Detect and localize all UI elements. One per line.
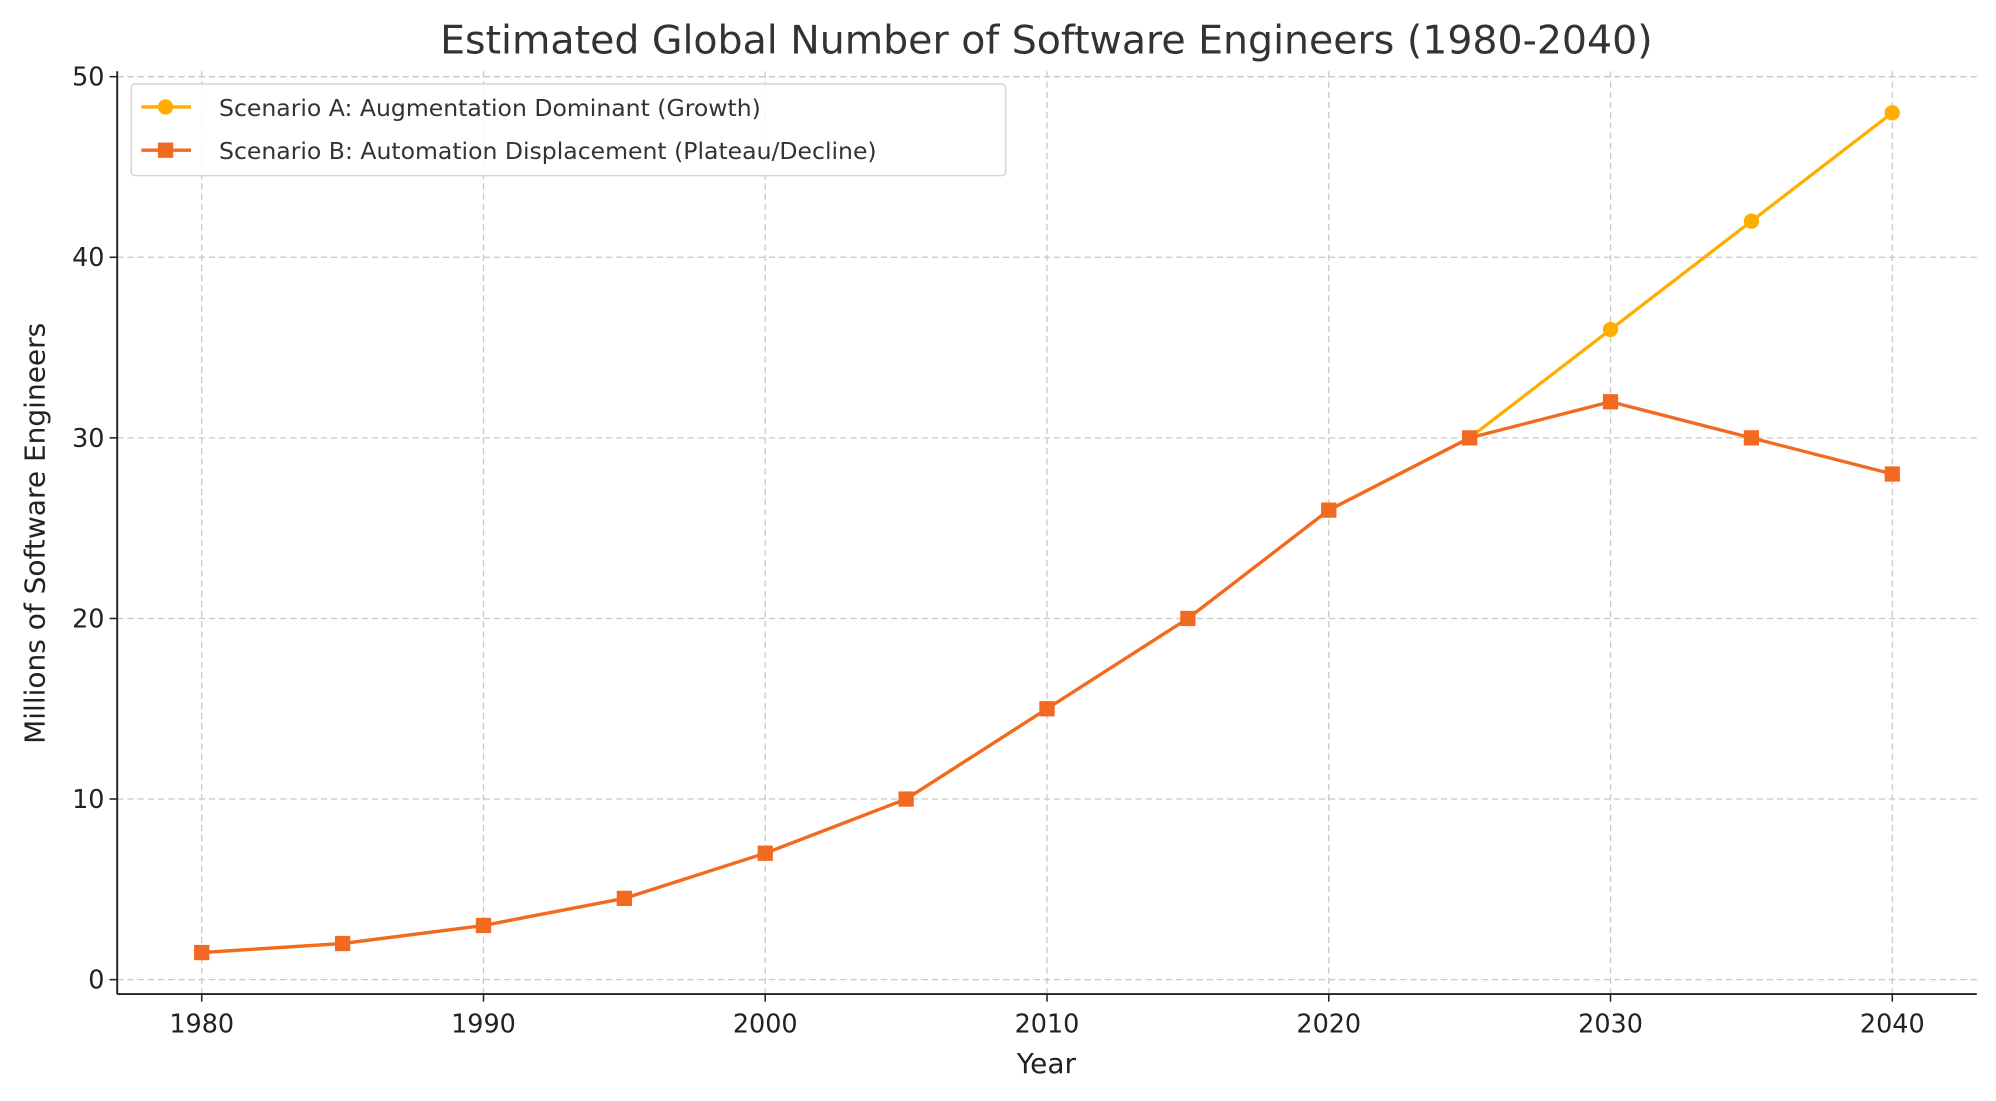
data-point: [1884, 466, 1900, 482]
data-point: [194, 944, 210, 961]
y-tick-label: 0: [88, 966, 104, 996]
x-tick-label: 2020: [1296, 1009, 1361, 1039]
data-point: [898, 791, 914, 807]
data-point: [1884, 105, 1900, 121]
x-tick-label: 2040: [1860, 1009, 1925, 1039]
x-tick-label: 1980: [169, 1009, 234, 1039]
x-tick-label: 2000: [733, 1009, 798, 1039]
data-point: [1039, 701, 1055, 717]
legend-item: Scenario B: Automation Displacement (Pla…: [141, 137, 877, 165]
data-point: [1321, 502, 1337, 518]
data-point: [1180, 610, 1196, 627]
series-group: [194, 105, 1900, 961]
legend-label: Scenario B: Automation Displacement (Pla…: [219, 137, 877, 165]
legend-label: Scenario A: Augmentation Dominant (Growt…: [219, 94, 761, 122]
legend-item: Scenario A: Augmentation Dominant (Growt…: [141, 94, 761, 122]
data-point: [334, 935, 351, 952]
series-b: [194, 394, 1900, 961]
x-tick-label: 2010: [1015, 1009, 1080, 1039]
x-axis-label: Year: [1016, 1047, 1077, 1080]
y-tick-label: 20: [72, 604, 104, 634]
legend: Scenario A: Augmentation Dominant (Growt…: [130, 83, 1007, 177]
x-tick-label: 2030: [1578, 1009, 1643, 1039]
grid: [117, 71, 1977, 995]
x-tick-label: 1990: [451, 1009, 516, 1039]
y-tick-label: 10: [72, 785, 104, 815]
data-point: [616, 890, 633, 907]
legend-marker-circle: [157, 99, 174, 115]
legend-marker-square: [157, 142, 174, 158]
y-axis-label: Millions of Software Engineers: [19, 323, 52, 744]
data-point: [475, 917, 492, 934]
chart-title: Estimated Global Number of Software Engi…: [440, 17, 1652, 63]
y-tick-label: 50: [72, 63, 104, 93]
data-point: [1602, 321, 1619, 338]
data-point: [1602, 394, 1619, 410]
data-point: [1462, 430, 1478, 446]
y-tick-label: 40: [72, 243, 104, 273]
data-point: [757, 845, 773, 861]
data-point: [1743, 213, 1760, 229]
y-tick-label: 30: [72, 424, 104, 454]
legend-box: [130, 83, 1007, 177]
data-point: [1743, 430, 1760, 446]
